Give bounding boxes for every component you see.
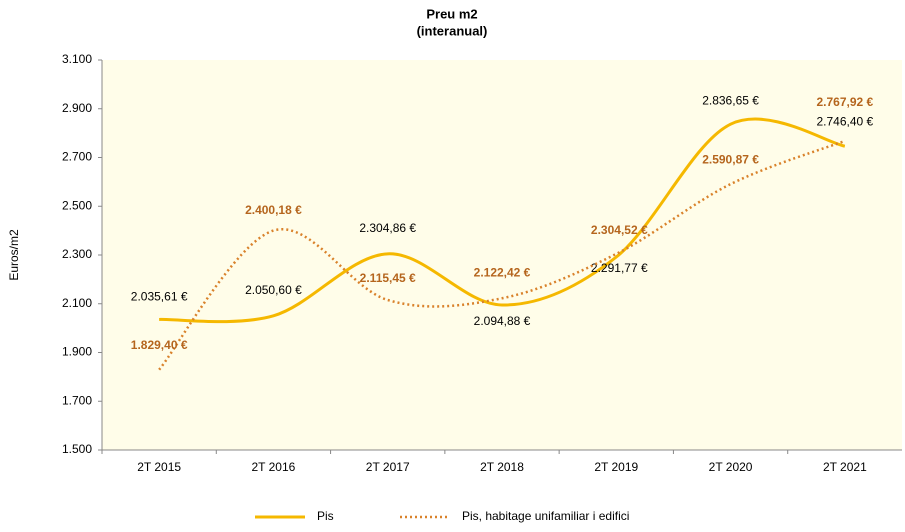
data-label: 2.035,61 € (131, 290, 188, 304)
data-label: 2.094,88 € (474, 314, 531, 328)
legend-label: Pis (317, 509, 334, 523)
x-tick-label: 2T 2016 (252, 460, 296, 474)
y-tick-label: 2.900 (62, 101, 92, 115)
y-tick-label: 2.700 (62, 150, 92, 164)
y-tick-label: 2.100 (62, 296, 92, 310)
line-series (158, 139, 846, 371)
chart-title: Preu m2 (426, 6, 477, 21)
line-series (159, 117, 846, 324)
y-tick-label: 1.900 (62, 345, 92, 359)
data-label: 1.829,40 € (131, 338, 188, 352)
x-tick-label: 2T 2018 (480, 460, 524, 474)
legend-label: Pis, habitage unifamiliar i edifici (462, 509, 629, 523)
plot-area (102, 60, 902, 450)
x-tick-label: 2T 2015 (137, 460, 181, 474)
chart-subtitle: (interanual) (417, 23, 488, 38)
data-label: 2.122,42 € (474, 265, 531, 279)
data-label: 2.836,65 € (702, 93, 759, 107)
x-tick-label: 2T 2020 (709, 460, 753, 474)
x-tick-label: 2T 2017 (366, 460, 410, 474)
data-label: 2.767,92 € (816, 95, 873, 109)
x-tick-label: 2T 2021 (823, 460, 867, 474)
y-tick-label: 1.500 (62, 442, 92, 456)
data-label: 2.115,45 € (360, 271, 416, 285)
y-tick-label: 1.700 (62, 393, 92, 407)
data-label: 2.050,60 € (245, 283, 302, 297)
y-tick-label: 2.500 (62, 198, 92, 212)
y-axis-label: Euros/m2 (7, 229, 21, 281)
data-label: 2.304,86 € (359, 221, 416, 235)
data-label: 2.304,52 € (591, 223, 648, 237)
data-label: 2.590,87 € (702, 152, 759, 166)
data-label: 2.746,40 € (816, 114, 873, 128)
data-label: 2.291,77 € (591, 261, 648, 275)
y-tick-label: 2.300 (62, 247, 92, 261)
y-tick-label: 3.100 (62, 52, 92, 66)
x-tick-label: 2T 2019 (594, 460, 638, 474)
data-label: 2.400,18 € (245, 203, 302, 217)
